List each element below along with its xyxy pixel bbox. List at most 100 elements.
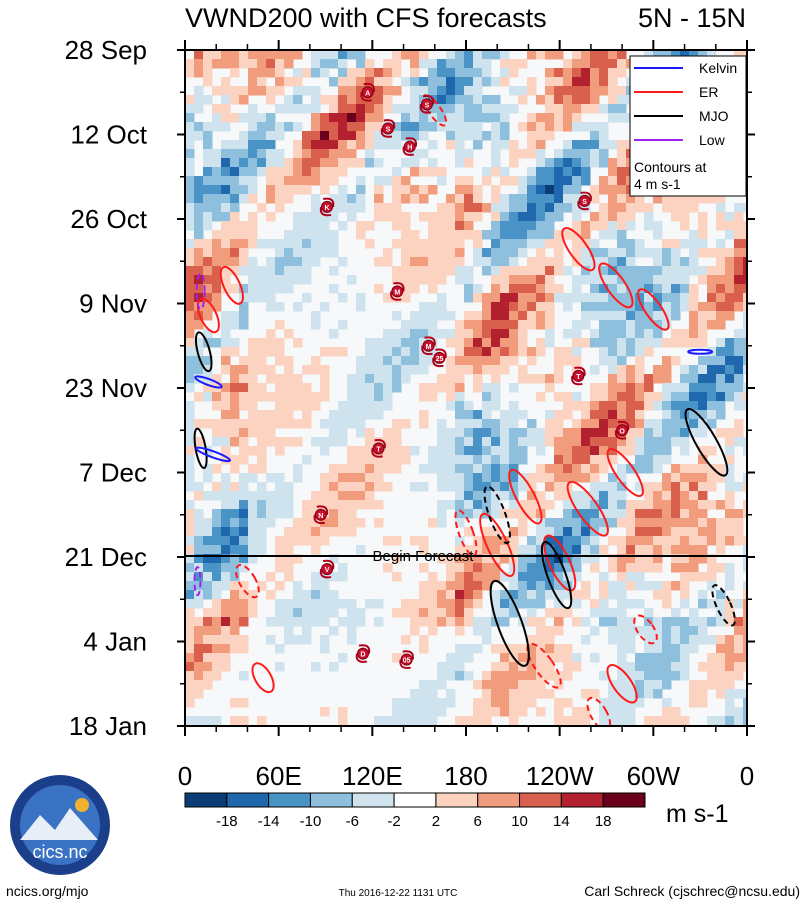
field-cell bbox=[698, 635, 708, 645]
field-cell bbox=[500, 428, 510, 438]
field-cell bbox=[617, 581, 627, 591]
field-cell bbox=[293, 599, 303, 609]
field-cell bbox=[500, 122, 510, 132]
field-cell bbox=[563, 536, 573, 546]
field-cell bbox=[293, 374, 303, 384]
field-cell bbox=[302, 248, 312, 258]
field-cell bbox=[383, 59, 393, 69]
field-cell bbox=[716, 194, 726, 204]
field-cell bbox=[284, 230, 294, 240]
field-cell bbox=[662, 509, 672, 519]
field-cell bbox=[707, 284, 717, 294]
field-cell bbox=[194, 662, 204, 672]
field-cell bbox=[617, 500, 627, 510]
field-cell bbox=[473, 644, 483, 654]
field-cell bbox=[536, 428, 546, 438]
field-cell bbox=[365, 410, 375, 420]
field-cell bbox=[455, 617, 465, 627]
field-cell bbox=[230, 311, 240, 321]
field-cell bbox=[311, 365, 321, 375]
field-cell bbox=[248, 257, 258, 267]
field-cell bbox=[302, 158, 312, 168]
field-cell bbox=[230, 617, 240, 627]
field-cell bbox=[698, 482, 708, 492]
field-cell bbox=[617, 59, 627, 69]
field-cell bbox=[617, 446, 627, 456]
field-cell bbox=[743, 347, 747, 357]
field-cell bbox=[518, 707, 528, 717]
field-cell bbox=[275, 194, 285, 204]
field-cell bbox=[554, 113, 564, 123]
field-cell bbox=[554, 626, 564, 636]
field-cell bbox=[536, 680, 546, 690]
field-cell bbox=[338, 185, 348, 195]
field-cell bbox=[527, 149, 537, 159]
field-cell bbox=[725, 374, 735, 384]
field-cell bbox=[500, 311, 510, 321]
field-cell bbox=[707, 266, 717, 276]
field-cell bbox=[392, 554, 402, 564]
field-cell bbox=[734, 707, 744, 717]
field-cell bbox=[680, 329, 690, 339]
field-cell bbox=[194, 203, 204, 213]
field-cell bbox=[257, 293, 267, 303]
field-cell bbox=[374, 365, 384, 375]
field-cell bbox=[329, 437, 339, 447]
field-cell bbox=[671, 194, 681, 204]
field-cell bbox=[203, 239, 213, 249]
field-cell bbox=[680, 212, 690, 222]
field-cell bbox=[194, 185, 204, 195]
field-cell bbox=[644, 527, 654, 537]
field-cell bbox=[644, 635, 654, 645]
field-cell bbox=[338, 95, 348, 105]
field-cell bbox=[464, 554, 474, 564]
field-cell bbox=[392, 239, 402, 249]
field-cell bbox=[599, 131, 609, 141]
field-cell bbox=[311, 230, 321, 240]
field-cell bbox=[626, 563, 636, 573]
field-cell bbox=[248, 590, 258, 600]
field-cell bbox=[734, 284, 744, 294]
field-cell bbox=[185, 644, 195, 654]
field-cell bbox=[239, 473, 249, 483]
field-cell bbox=[320, 50, 330, 60]
field-cell bbox=[311, 527, 321, 537]
field-cell bbox=[662, 536, 672, 546]
field-cell bbox=[446, 365, 456, 375]
field-cell bbox=[608, 320, 618, 330]
field-cell bbox=[230, 644, 240, 654]
field-cell bbox=[698, 428, 708, 438]
contour-ellipse bbox=[687, 348, 714, 355]
x-tick-label: 120W bbox=[526, 761, 594, 791]
field-cell bbox=[446, 374, 456, 384]
colorbar-label: -6 bbox=[346, 813, 359, 830]
field-cell bbox=[473, 284, 483, 294]
field-cell bbox=[230, 68, 240, 78]
field-cell bbox=[248, 176, 258, 186]
field-cell bbox=[194, 536, 204, 546]
field-cell bbox=[554, 590, 564, 600]
field-cell bbox=[266, 122, 276, 132]
field-cell bbox=[635, 536, 645, 546]
field-cell bbox=[590, 554, 600, 564]
field-cell bbox=[248, 608, 258, 618]
cics-nc-logo: cics.nc bbox=[10, 775, 110, 875]
field-cell bbox=[572, 203, 582, 213]
field-cell bbox=[581, 428, 591, 438]
field-cell bbox=[653, 581, 663, 591]
field-cell bbox=[338, 518, 348, 528]
field-cell bbox=[428, 275, 438, 285]
field-cell bbox=[473, 203, 483, 213]
field-cell bbox=[590, 158, 600, 168]
field-cell bbox=[572, 401, 582, 411]
field-cell bbox=[230, 599, 240, 609]
field-cell bbox=[635, 626, 645, 636]
field-cell bbox=[536, 347, 546, 357]
field-cell bbox=[329, 464, 339, 474]
field-cell bbox=[266, 158, 276, 168]
field-cell bbox=[536, 212, 546, 222]
field-cell bbox=[239, 185, 249, 195]
field-cell bbox=[194, 527, 204, 537]
field-cell bbox=[230, 266, 240, 276]
field-cell bbox=[329, 122, 339, 132]
